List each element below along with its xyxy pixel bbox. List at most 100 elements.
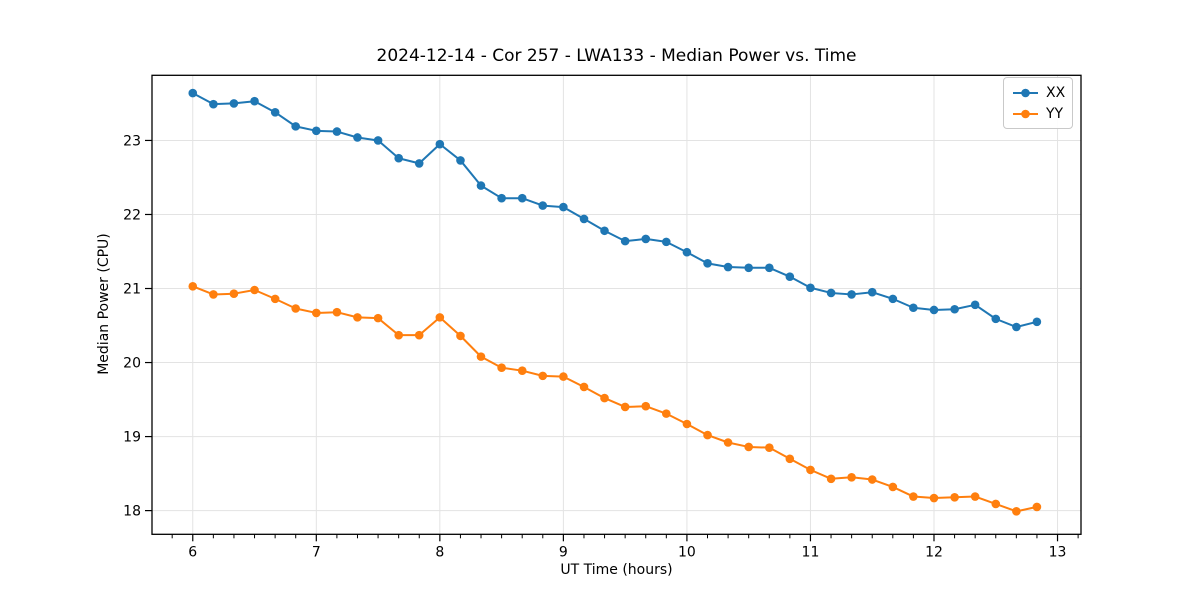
x-tick-label: 11 <box>802 544 820 560</box>
y-tick-label: 21 <box>123 282 141 298</box>
series-XX-point <box>950 304 959 314</box>
series-XX-point <box>435 139 445 149</box>
series-YY-point <box>435 313 445 322</box>
chart-title: 2024-12-14 - Cor 257 - LWA133 - Median P… <box>376 46 857 66</box>
y-tick-label: 22 <box>123 207 141 223</box>
series-XX-point <box>270 108 280 117</box>
series-XX-point <box>765 263 774 273</box>
series-YY-point <box>641 401 651 411</box>
series-YY-point <box>291 304 300 313</box>
series-YY-point <box>414 330 424 340</box>
series-YY-point <box>312 308 321 318</box>
y-tick-label: 20 <box>123 356 141 372</box>
series-YY-point <box>744 442 753 452</box>
series-YY-point <box>1032 502 1042 512</box>
series-XX-point <box>929 305 939 315</box>
y-tick-label: 19 <box>123 430 141 446</box>
series-XX-point <box>867 287 877 297</box>
x-tick-label: 12 <box>925 544 943 560</box>
series-XX-point <box>1012 322 1021 332</box>
series-YY-point <box>600 393 609 403</box>
y-axis-label: Median Power (CPU) <box>96 233 112 375</box>
series-XX-point <box>1032 317 1042 327</box>
series-XX-point <box>785 272 795 281</box>
legend-item-xx: XX <box>1012 82 1066 103</box>
series-XX-point <box>661 237 671 247</box>
series-YY-point <box>497 363 506 373</box>
series-XX-point <box>229 99 239 108</box>
series-XX-point <box>394 153 404 163</box>
series-XX-point <box>373 136 383 145</box>
series-YY-point <box>394 330 404 340</box>
x-tick-label: 13 <box>1049 544 1067 560</box>
series-YY-point <box>826 474 836 484</box>
series-YY-point <box>991 499 1001 509</box>
series-YY-point <box>538 371 548 381</box>
legend-label-yy: YY <box>1046 105 1064 122</box>
series-YY-point <box>559 372 568 381</box>
legend-item-yy: YY <box>1012 103 1066 124</box>
series-YY-point <box>456 331 465 341</box>
x-tick-label: 7 <box>312 544 321 560</box>
series-XX-point <box>579 214 589 224</box>
series-XX-point <box>744 263 753 273</box>
series-YY-point <box>229 289 239 298</box>
y-tick-label: 23 <box>123 133 141 149</box>
series-XX-point <box>188 88 198 98</box>
series-XX-point <box>209 99 218 109</box>
x-tick-label: 10 <box>678 544 696 560</box>
series-XX-point <box>909 303 918 313</box>
series-YY-point <box>373 313 383 323</box>
series-YY-point <box>867 475 877 484</box>
series-YY-point <box>476 352 486 361</box>
series-YY-point <box>1012 507 1021 516</box>
series-XX-point <box>888 294 898 304</box>
series-YY-point <box>188 281 198 291</box>
series-YY-point <box>929 493 939 503</box>
series-YY-point <box>661 409 671 418</box>
series-XX-point <box>806 283 815 293</box>
series-XX-point <box>538 201 548 210</box>
series-XX-point <box>497 193 506 203</box>
series-YY-point <box>970 492 980 501</box>
x-axis-label: UT Time (hours) <box>560 562 673 578</box>
axes-spines <box>151 74 1082 535</box>
x-tick-label: 9 <box>559 544 568 560</box>
series-YY-point <box>909 492 918 501</box>
series-XX-point <box>991 314 1001 324</box>
legend-swatch-xx-icon <box>1013 88 1038 97</box>
series-YY-point <box>723 438 733 447</box>
series-YY-point <box>950 492 959 502</box>
series-YY-line <box>192 285 1038 513</box>
series-YY-point <box>270 294 280 304</box>
series-XX-point <box>312 126 321 136</box>
series-XX-point <box>847 290 856 299</box>
series-YY-point <box>209 290 218 299</box>
series-YY-point <box>353 313 362 322</box>
series-YY-point <box>888 482 898 492</box>
series-XX-point <box>723 262 733 272</box>
series-YY-point <box>579 382 589 392</box>
series-XX-point <box>600 226 609 236</box>
series-YY-point <box>332 307 342 317</box>
series-XX-point <box>414 159 424 168</box>
series-XX-point <box>703 259 712 268</box>
series-YY-point <box>703 430 712 440</box>
legend: XX YY <box>1003 77 1073 129</box>
series-XX-point <box>682 247 692 257</box>
series-YY-point <box>847 472 856 482</box>
x-tick-label: 6 <box>188 544 197 560</box>
series-XX-point <box>353 133 362 142</box>
series-XX-point <box>517 193 527 203</box>
legend-swatch-yy-icon <box>1013 109 1038 118</box>
series-YY-point <box>250 285 259 295</box>
series-YY-point <box>620 402 630 412</box>
series-YY-point <box>517 366 527 375</box>
series-YY-point <box>765 443 774 452</box>
series-YY-point <box>682 419 692 429</box>
series-XX-point <box>250 96 259 106</box>
series-YY-point <box>806 465 815 475</box>
series-XX-point <box>620 236 630 246</box>
